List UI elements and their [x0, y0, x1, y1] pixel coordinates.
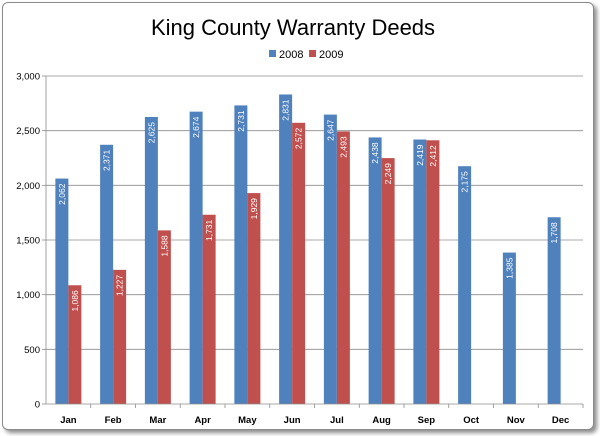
data-label: 2,249	[383, 163, 393, 185]
bar-2009-may	[247, 193, 261, 404]
y-tick-label: 2,000	[16, 181, 40, 192]
x-tick-label: Mar	[149, 415, 166, 426]
y-tick-label: 2,500	[16, 126, 40, 137]
x-tick-label: Feb	[105, 415, 122, 426]
bar-2008-jun	[279, 94, 293, 405]
x-tick-label: Dec	[552, 415, 569, 426]
bar-2008-may	[234, 105, 248, 404]
data-label: 2,625	[146, 122, 156, 144]
legend: 2008 2009	[269, 49, 343, 61]
bar-chart: King County Warranty Deeds 2008 2009 2,0…	[16, 15, 584, 426]
bar-2009-jun	[292, 122, 306, 404]
chart-container: King County Warranty Deeds 2008 2009 2,0…	[2, 2, 594, 430]
y-tick-label: 1,000	[16, 290, 40, 301]
y-tick-label: 0	[35, 400, 40, 411]
data-label: 1,588	[159, 235, 169, 257]
x-tick-label: Apr	[194, 415, 211, 426]
data-labels: 2,062 1,086 2,371 1,227 2,625 1,588 2,674 1,731…	[57, 99, 559, 311]
legend-label-2008: 2008	[279, 49, 303, 61]
y-tick-label: 1,500	[16, 236, 40, 247]
x-tick-label: May	[238, 415, 257, 426]
data-label: 1,929	[249, 198, 259, 220]
data-label: 2,175	[460, 171, 470, 193]
bar-2008-oct	[458, 166, 472, 404]
axes: 0 500 1,000 1,500 2,000 2,500 3,000 Jan Feb Mar Ap…	[16, 72, 584, 426]
bar-2008-dec	[547, 217, 561, 404]
data-label: 2,674	[191, 116, 201, 138]
bar-2009-mar	[157, 230, 171, 404]
data-label: 1,385	[504, 257, 514, 279]
data-label: 1,227	[115, 275, 125, 297]
x-tick-label: Aug	[372, 415, 391, 426]
y-tick-label: 3,000	[16, 72, 40, 83]
legend-swatch-2008	[269, 50, 276, 57]
data-label: 2,572	[294, 128, 304, 150]
data-label: 2,412	[428, 145, 438, 167]
data-label: 1,708	[549, 222, 559, 244]
data-label: 2,062	[57, 183, 67, 205]
x-tick-label: Oct	[463, 415, 480, 426]
gridlines	[46, 75, 583, 350]
bar-2009-aug	[381, 158, 395, 404]
x-tick-label: Jun	[284, 415, 301, 426]
bar-2008-apr	[189, 111, 203, 404]
data-label: 2,647	[325, 119, 335, 141]
bar-2009-feb	[113, 269, 127, 404]
data-label: 1,731	[204, 219, 214, 241]
x-tick-label: Jul	[330, 415, 344, 426]
data-label: 2,831	[281, 99, 291, 121]
bar-2009-jan	[68, 285, 82, 404]
y-tick-label: 500	[24, 345, 40, 356]
bar-2009-sep	[426, 140, 440, 404]
bar-2008-nov	[502, 252, 516, 404]
data-label: 1,086	[70, 290, 80, 312]
legend-swatch-2009	[309, 50, 316, 57]
x-tick-label: Jan	[60, 415, 77, 426]
x-tick-label: Nov	[507, 415, 526, 426]
data-label: 2,419	[415, 144, 425, 166]
bar-2008-jul	[323, 114, 337, 404]
data-label: 2,438	[370, 142, 380, 164]
chart-title: King County Warranty Deeds	[151, 15, 435, 40]
data-label: 2,493	[338, 136, 348, 158]
data-label: 2,731	[236, 110, 246, 132]
bars	[55, 94, 561, 405]
bar-2008-aug	[368, 137, 382, 405]
data-label: 2,371	[102, 150, 112, 172]
bar-2008-sep	[413, 139, 427, 405]
bar-2009-jul	[336, 131, 350, 404]
bar-2008-jan	[55, 178, 69, 404]
legend-label-2009: 2009	[319, 49, 343, 61]
bar-2008-mar	[144, 117, 158, 404]
x-tick-label: Sep	[418, 415, 436, 426]
bar-2008-feb	[100, 144, 114, 404]
bar-2009-apr	[202, 214, 216, 404]
